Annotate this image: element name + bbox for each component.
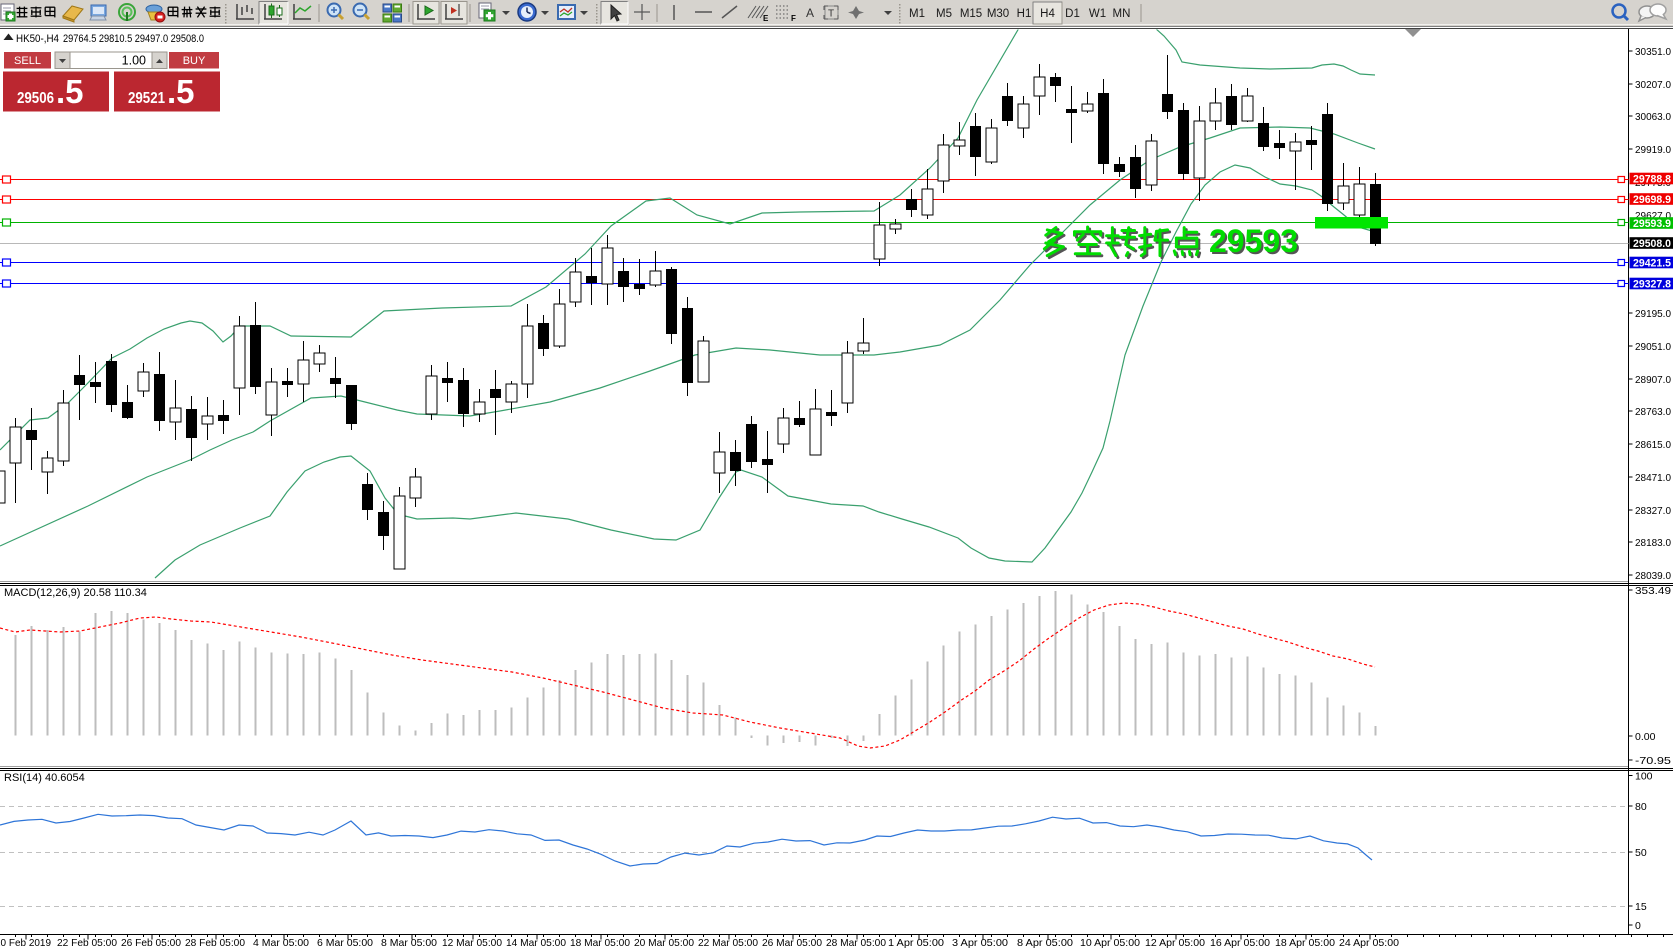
svg-text:28 Mar 05:00: 28 Mar 05:00: [826, 937, 886, 949]
svg-text:29788.8: 29788.8: [1633, 174, 1671, 186]
svg-text:12 Mar 05:00: 12 Mar 05:00: [442, 937, 502, 949]
svg-text:A: A: [806, 6, 814, 20]
svg-text:H4: H4: [1040, 8, 1055, 20]
svg-text:20 Mar 05:00: 20 Mar 05:00: [634, 937, 694, 949]
svg-text:29051.0: 29051.0: [1635, 341, 1671, 353]
svg-text:28471.0: 28471.0: [1635, 472, 1671, 484]
svg-text:14 Mar 05:00: 14 Mar 05:00: [506, 937, 566, 949]
svg-text:30063.0: 30063.0: [1635, 111, 1671, 123]
svg-text:D1: D1: [1065, 8, 1080, 20]
svg-text:18 Mar 05:00: 18 Mar 05:00: [570, 937, 630, 949]
svg-text:100: 100: [1635, 771, 1653, 783]
svg-text:M15: M15: [960, 8, 982, 20]
svg-text:H1: H1: [1017, 8, 1032, 20]
svg-text:22 Feb 05:00: 22 Feb 05:00: [57, 937, 117, 949]
svg-text:.5: .5: [167, 73, 195, 110]
svg-text:HK50-,H4: HK50-,H4: [16, 33, 59, 45]
svg-text:26 Feb 05:00: 26 Feb 05:00: [121, 937, 181, 949]
svg-text:30207.0: 30207.0: [1635, 79, 1671, 91]
svg-text:28615.0: 28615.0: [1635, 439, 1671, 451]
svg-text:F: F: [791, 14, 796, 23]
svg-text:M5: M5: [936, 8, 952, 20]
svg-text:8 Mar 05:00: 8 Mar 05:00: [381, 937, 437, 949]
svg-text:29521: 29521: [128, 90, 165, 107]
svg-text:T: T: [828, 9, 834, 20]
svg-text:28039.0: 28039.0: [1635, 570, 1671, 582]
svg-text:28327.0: 28327.0: [1635, 505, 1671, 517]
svg-text:-70.95: -70.95: [1635, 755, 1671, 767]
svg-text:26 Mar 05:00: 26 Mar 05:00: [762, 937, 822, 949]
svg-text:BUY: BUY: [183, 55, 206, 67]
svg-text:29327.8: 29327.8: [1633, 279, 1671, 291]
svg-text:29593.9: 29593.9: [1633, 218, 1671, 230]
svg-text:MN: MN: [1113, 8, 1131, 20]
svg-text:29593: 29593: [1209, 223, 1298, 259]
svg-text:16 Apr 05:00: 16 Apr 05:00: [1210, 937, 1270, 949]
svg-text:30351.0: 30351.0: [1635, 46, 1671, 58]
svg-text:.5: .5: [56, 73, 84, 110]
svg-text:29195.0: 29195.0: [1635, 308, 1671, 320]
svg-text:M30: M30: [987, 8, 1009, 20]
svg-text:0: 0: [1635, 920, 1641, 932]
svg-text:12 Apr 05:00: 12 Apr 05:00: [1145, 937, 1205, 949]
svg-text:28183.0: 28183.0: [1635, 537, 1671, 549]
svg-text:24 Apr 05:00: 24 Apr 05:00: [1339, 937, 1399, 949]
svg-text:3 Apr 05:00: 3 Apr 05:00: [952, 937, 1008, 949]
svg-text:0.00: 0.00: [1635, 731, 1656, 743]
svg-text:8 Apr 05:00: 8 Apr 05:00: [1017, 937, 1073, 949]
svg-text:10 Apr 05:00: 10 Apr 05:00: [1080, 937, 1140, 949]
svg-text:20 Feb 2019: 20 Feb 2019: [0, 937, 51, 949]
svg-text:W1: W1: [1089, 8, 1106, 20]
svg-text:29421.5: 29421.5: [1633, 258, 1671, 270]
svg-text:1 Apr 05:00: 1 Apr 05:00: [888, 937, 944, 949]
svg-text:28 Feb 05:00: 28 Feb 05:00: [185, 937, 245, 949]
svg-text:29508.0: 29508.0: [1633, 238, 1671, 250]
svg-text:M1: M1: [909, 8, 925, 20]
svg-text:22 Mar 05:00: 22 Mar 05:00: [698, 937, 758, 949]
svg-text:18 Apr 05:00: 18 Apr 05:00: [1275, 937, 1335, 949]
svg-text:28763.0: 28763.0: [1635, 406, 1671, 418]
svg-text:50: 50: [1635, 847, 1647, 859]
svg-text:15: 15: [1635, 901, 1647, 913]
svg-text:80: 80: [1635, 801, 1647, 813]
svg-text:4 Mar 05:00: 4 Mar 05:00: [253, 937, 309, 949]
svg-text:29698.9: 29698.9: [1633, 194, 1671, 206]
svg-text:MACD(12,26,9) 20.58 110.34: MACD(12,26,9) 20.58 110.34: [4, 587, 147, 599]
svg-text:1.00: 1.00: [122, 54, 146, 68]
svg-text:29593: 29593: [1211, 225, 1300, 261]
svg-text:29764.5 29810.5 29497.0 29508.: 29764.5 29810.5 29497.0 29508.0: [63, 33, 204, 45]
svg-text:E: E: [763, 14, 769, 23]
svg-text:SELL: SELL: [14, 55, 41, 67]
svg-text:29506: 29506: [17, 90, 54, 107]
svg-text:RSI(14) 40.6054: RSI(14) 40.6054: [4, 772, 85, 784]
svg-text:29919.0: 29919.0: [1635, 144, 1671, 156]
svg-text:6 Mar 05:00: 6 Mar 05:00: [317, 937, 373, 949]
svg-text:28907.0: 28907.0: [1635, 374, 1671, 386]
svg-text:353.49: 353.49: [1635, 585, 1671, 597]
